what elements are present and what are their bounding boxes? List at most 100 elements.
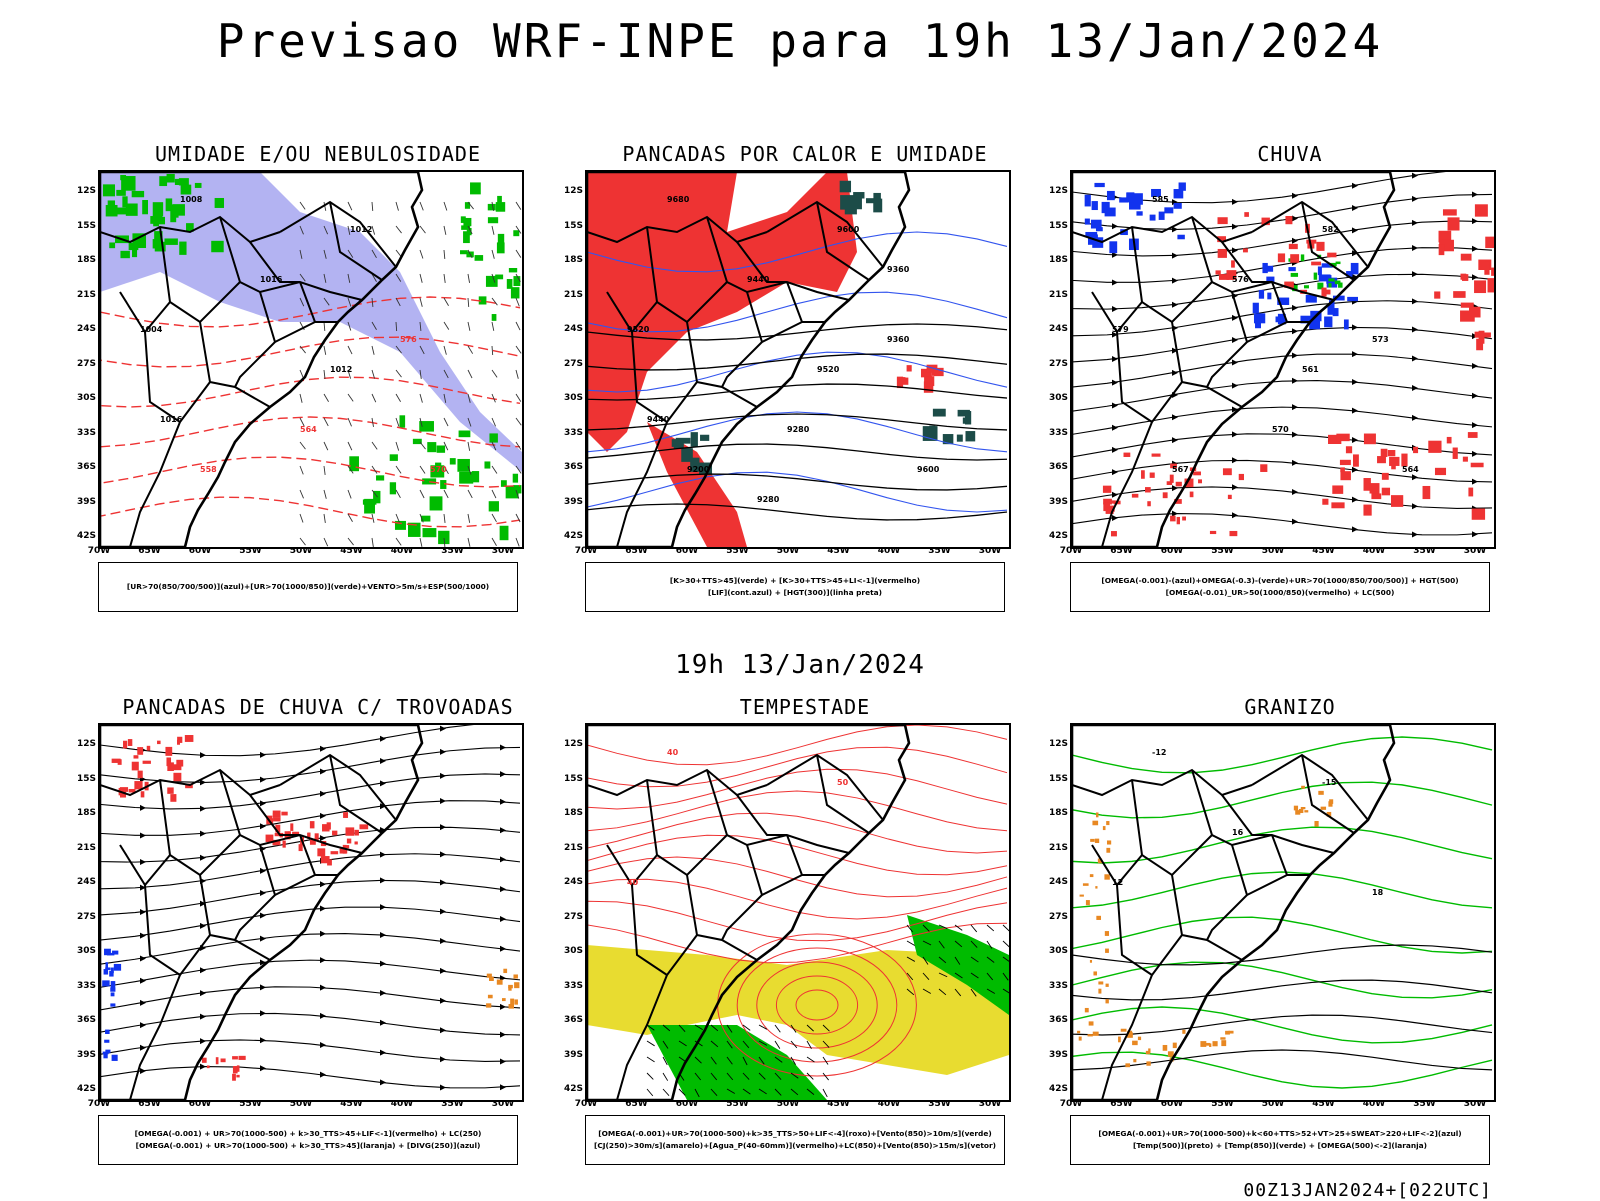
wind-vector <box>516 346 521 353</box>
lat-tick-label: 18S <box>1040 808 1068 818</box>
streamline-arrow <box>1112 279 1118 285</box>
wind-vector <box>492 514 496 522</box>
wind-vector <box>444 490 448 498</box>
streamline-arrow <box>1472 218 1478 224</box>
storm-area-laranja <box>488 995 493 999</box>
state-border <box>235 895 275 940</box>
hail-area-laranja <box>1105 949 1109 953</box>
streamline-arrow <box>1112 469 1118 475</box>
streamline-arrow <box>200 855 206 861</box>
storm-area-vermelho <box>216 1057 219 1064</box>
storm-area-vermelho <box>327 859 332 865</box>
wind-vector <box>396 490 400 498</box>
streamline-arrow <box>320 1042 326 1048</box>
contour-line <box>587 384 1007 400</box>
divergence-area-azul <box>104 949 111 955</box>
streamline-arrow <box>1172 414 1178 420</box>
streamline-arrow <box>1412 503 1418 509</box>
divergence-area-azul <box>112 1055 118 1061</box>
streamline-arrow <box>200 967 206 973</box>
lat-tick-label: 18S <box>68 808 96 818</box>
contour-line <box>1072 827 1492 863</box>
streamline-arrow <box>1352 351 1358 357</box>
wind-vector <box>775 1041 780 1049</box>
divergence-area-azul <box>104 1040 109 1043</box>
wind-vector <box>516 298 519 306</box>
storm-area-laranja <box>486 1003 491 1007</box>
contour-label: 1016 <box>160 415 183 424</box>
panel-legend: [OMEGA(-0.001)-(azul)+OMEGA(-0.3)-(verde… <box>1070 562 1490 612</box>
streamline-arrow <box>380 736 386 742</box>
divergence-area-azul <box>103 1054 107 1058</box>
rain-area-vermelho <box>1216 270 1221 274</box>
humidity-area-verde <box>513 485 521 493</box>
streamline-arrow <box>1352 467 1358 473</box>
wind-vector <box>468 346 473 354</box>
streamline <box>1072 381 1492 412</box>
streamline-arrow <box>440 1084 446 1090</box>
lat-tick-label: 21S <box>555 290 583 300</box>
omega-area-azul <box>1276 316 1281 322</box>
hail-area-laranja <box>1173 1043 1177 1048</box>
humidity-area-verde <box>513 230 519 236</box>
humidity-area-verde <box>179 242 186 255</box>
wind-vector <box>420 394 422 403</box>
humidity-area-verde <box>459 430 471 437</box>
rain-area-vermelho <box>1381 449 1388 457</box>
rain-area-vermelho <box>1327 253 1336 258</box>
rain-area-vermelho <box>1471 463 1484 468</box>
lat-tick-label: 18S <box>1040 255 1068 265</box>
contour-label: 1012 <box>350 225 372 234</box>
streamline-arrow <box>1412 196 1418 202</box>
wind-vector <box>420 226 425 233</box>
lat-tick-label: 21S <box>68 290 96 300</box>
streamline-arrow <box>440 880 446 886</box>
rain-area-vermelho <box>1413 447 1418 453</box>
wind-vector <box>492 250 494 259</box>
lat-tick-label: 42S <box>1040 531 1068 541</box>
omega-area-azul <box>1263 266 1274 272</box>
streamline-arrow <box>200 831 206 837</box>
humidity-area-verde <box>175 179 184 185</box>
lat-tick-label: 15S <box>555 774 583 784</box>
wind-vector <box>492 490 496 498</box>
streamline-arrow <box>140 1068 146 1074</box>
rain-area-vermelho <box>1364 434 1376 445</box>
wind-vector <box>420 202 423 210</box>
instability-area-vermelho <box>897 378 908 385</box>
lat-tick-label: 24S <box>68 324 96 334</box>
instability-area-verde <box>866 198 881 203</box>
rain-area-vermelho <box>1152 454 1161 457</box>
lat-tick-label: 27S <box>555 912 583 922</box>
streamline-arrow <box>440 773 446 779</box>
instability-area-vermelho <box>587 172 857 452</box>
streamline-arrow <box>200 1014 206 1020</box>
state-border <box>767 755 883 820</box>
lat-tick-label: 15S <box>68 774 96 784</box>
contour-label: 585 <box>1152 195 1169 204</box>
streamline-arrow <box>1112 306 1118 312</box>
streamline-arrow <box>1412 327 1418 333</box>
wind-vector <box>492 298 497 305</box>
storm-area-vermelho <box>166 757 171 766</box>
lat-tick-label: 36S <box>68 462 96 472</box>
instability-area-vermelho <box>907 365 912 371</box>
storm-area-vermelho <box>143 761 151 764</box>
humidity-area-verde <box>170 207 176 222</box>
streamline-arrow <box>1112 356 1118 362</box>
hail-area-laranja <box>1146 1061 1150 1065</box>
humidity-area-verde <box>211 241 223 252</box>
storm-area-laranja <box>514 982 519 988</box>
wind-vector <box>420 442 426 449</box>
contour-label: 9440 <box>747 275 770 284</box>
contour-label: 18 <box>1372 888 1384 897</box>
streamline <box>100 907 520 940</box>
rain-area-vermelho <box>1340 460 1351 465</box>
omega-area-azul <box>1174 203 1182 209</box>
lat-tick-label: 33S <box>68 981 96 991</box>
streamline-arrow <box>140 978 146 984</box>
instability-area-verde <box>700 435 709 441</box>
